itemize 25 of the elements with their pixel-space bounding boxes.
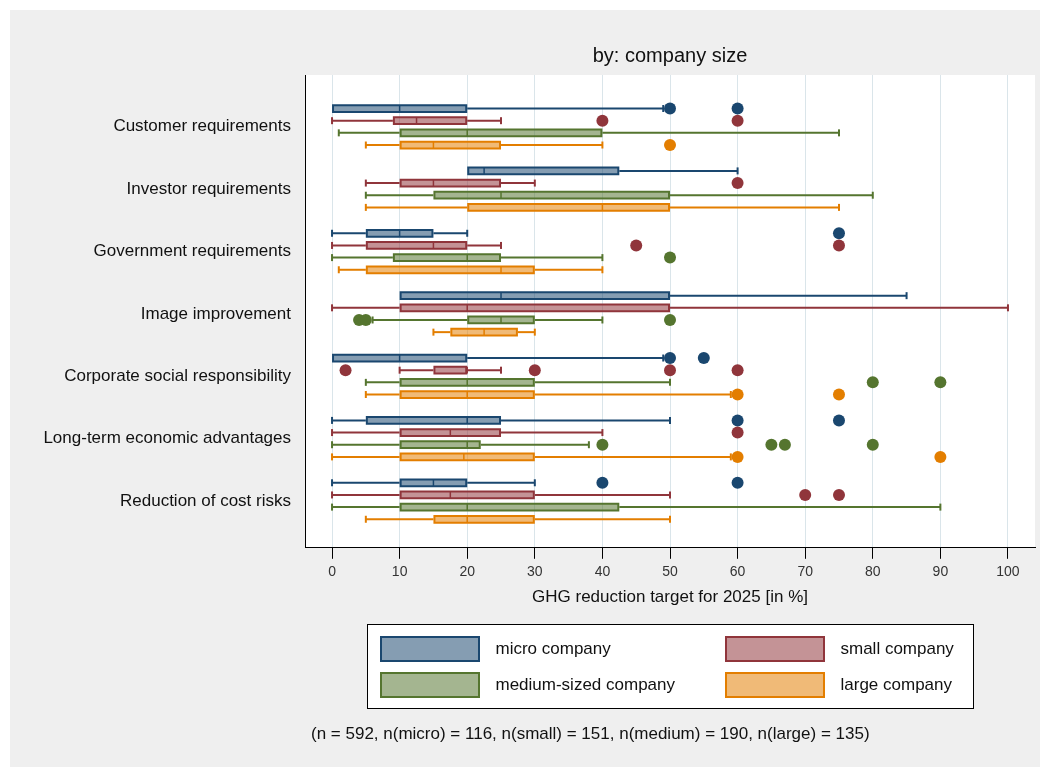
x-tick-label: 0 bbox=[328, 563, 337, 580]
x-tick-label: 10 bbox=[391, 563, 408, 580]
x-tick-label: 50 bbox=[662, 563, 678, 580]
x-tick-label: 100 bbox=[996, 563, 1020, 580]
y-tick-label: Reduction of cost risks bbox=[119, 490, 291, 510]
x-tick-label: 60 bbox=[729, 563, 746, 580]
x-tick-label: 40 bbox=[594, 563, 611, 580]
x-tick-label: 80 bbox=[864, 563, 881, 580]
text: micro company bbox=[495, 639, 611, 659]
y-tick-label: Image improvement bbox=[140, 303, 292, 323]
text: large company bbox=[840, 675, 953, 695]
text: (n = 592, n(micro) = 116, n(small) = 151, n(medium) = 190, n(large) = 135) bbox=[311, 724, 870, 744]
chart-title: by: company size bbox=[592, 43, 748, 66]
y-tick-label: Government requirements bbox=[93, 241, 291, 261]
x-tick-label: 20 bbox=[459, 563, 476, 580]
y-tick-label: Long-term economic advantages bbox=[43, 428, 291, 448]
text: small company bbox=[840, 639, 954, 659]
text: medium-sized company bbox=[495, 675, 676, 695]
y-tick-label: Customer requirements bbox=[113, 116, 291, 136]
x-tick-label: 30 bbox=[527, 563, 543, 580]
y-tick-label: Corporate social responsibility bbox=[64, 365, 292, 385]
x-tick-label: 70 bbox=[797, 563, 814, 580]
y-tick-label: Investor requirements bbox=[126, 178, 291, 198]
x-tick-label: 90 bbox=[932, 563, 949, 580]
x-axis-title: GHG reduction target for 2025 [in %] bbox=[532, 587, 808, 607]
